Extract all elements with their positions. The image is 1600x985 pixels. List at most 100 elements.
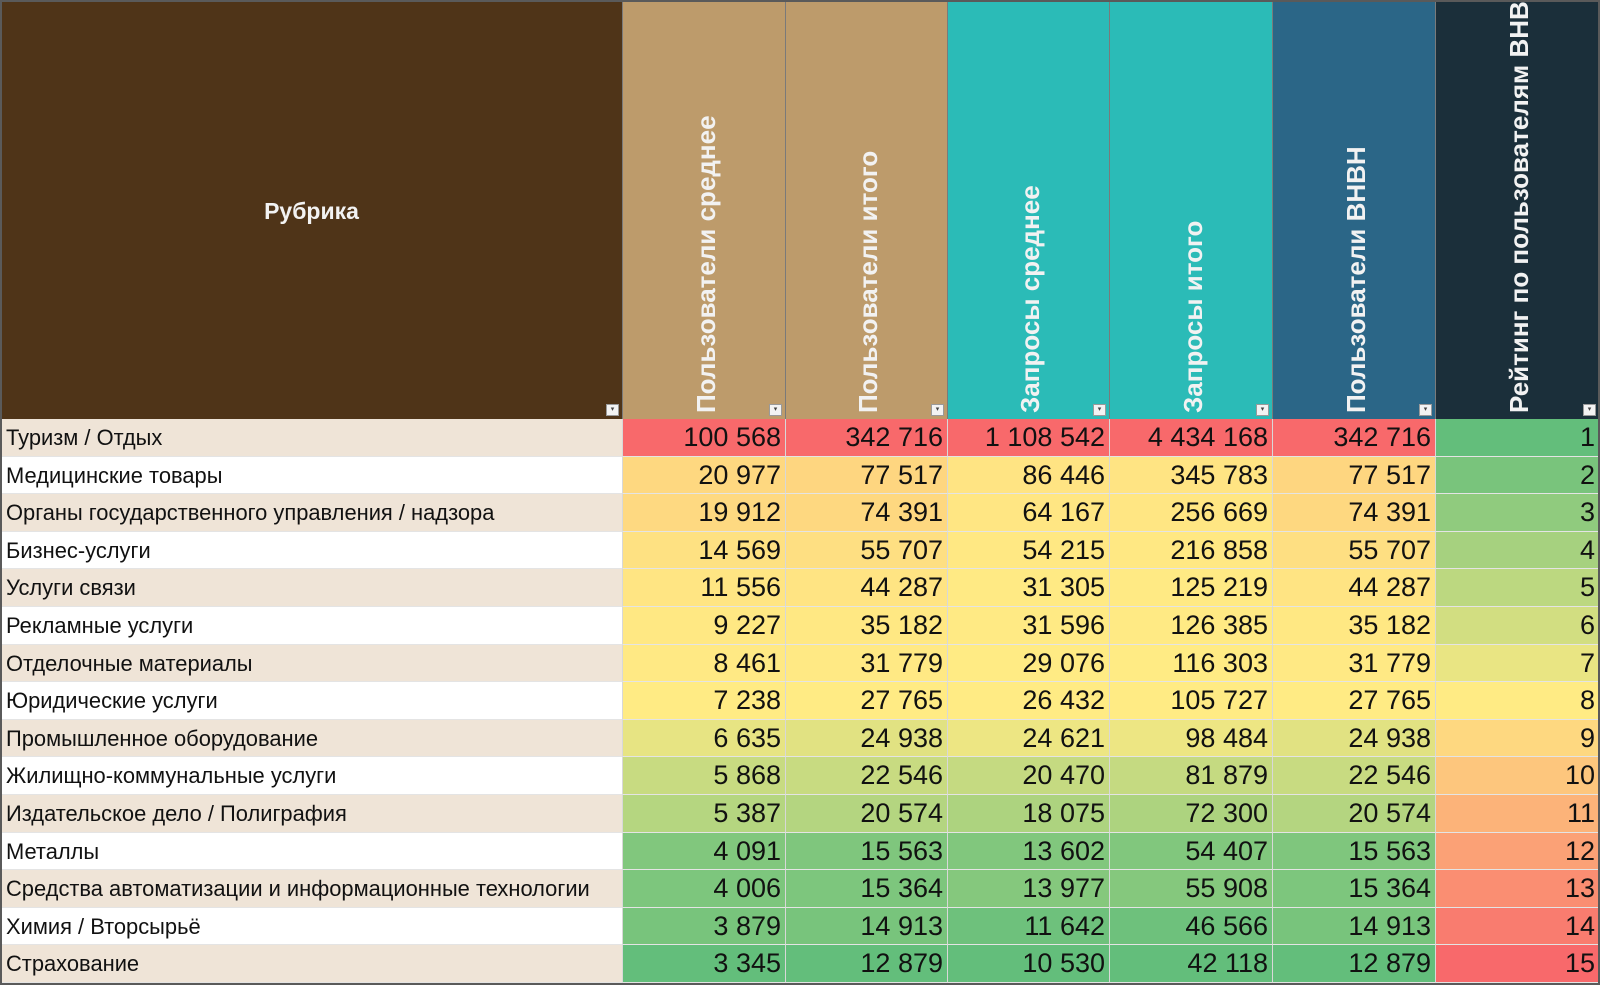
value-cell-users-avg[interactable]: 8 461 — [623, 644, 786, 683]
value-cell-queries-avg[interactable]: 18 075 — [948, 795, 1110, 833]
value-cell-users-bhbh[interactable]: 27 765 — [1273, 682, 1436, 720]
value-cell-users-avg[interactable]: 19 912 — [623, 494, 786, 532]
value-cell-users-total[interactable]: 35 182 — [786, 607, 948, 645]
rating-cell[interactable]: 4 — [1436, 531, 1600, 570]
value-cell-users-avg[interactable]: 7 238 — [623, 682, 786, 720]
value-cell-users-bhbh[interactable]: 14 913 — [1273, 907, 1436, 946]
table-row[interactable]: Металлы 4 091 15 563 13 602 54 407 15 563 12 — [0, 832, 1600, 871]
value-cell-queries-avg[interactable]: 86 446 — [948, 456, 1110, 495]
value-cell-users-avg[interactable]: 9 227 — [623, 607, 786, 645]
value-cell-users-total[interactable]: 55 707 — [786, 531, 948, 570]
table-row[interactable]: Средства автоматизации и информационные … — [0, 870, 1600, 908]
rating-cell[interactable]: 14 — [1436, 907, 1600, 946]
filter-dropdown-icon[interactable]: ▾ — [1419, 404, 1432, 416]
value-cell-users-bhbh[interactable]: 55 707 — [1273, 531, 1436, 570]
value-cell-users-total[interactable]: 22 546 — [786, 757, 948, 795]
value-cell-users-avg[interactable]: 20 977 — [623, 456, 786, 495]
value-cell-queries-avg[interactable]: 26 432 — [948, 682, 1110, 720]
value-cell-users-avg[interactable]: 4 091 — [623, 832, 786, 871]
value-cell-users-total[interactable]: 24 938 — [786, 719, 948, 758]
value-cell-users-total[interactable]: 20 574 — [786, 795, 948, 833]
rubric-cell[interactable]: Жилищно-коммунальные услуги — [0, 757, 623, 795]
table-row[interactable]: Промышленное оборудование 6 635 24 938 24 6… — [0, 719, 1600, 758]
value-cell-queries-total[interactable]: 55 908 — [1110, 870, 1273, 908]
value-cell-queries-total[interactable]: 81 879 — [1110, 757, 1273, 795]
filter-dropdown-icon[interactable]: ▾ — [1093, 404, 1106, 416]
value-cell-users-total[interactable]: 15 563 — [786, 832, 948, 871]
rubric-cell[interactable]: Медицинские товары — [0, 456, 623, 495]
rubric-cell[interactable]: Металлы — [0, 832, 623, 871]
table-row[interactable]: Туризм / Отдых 100 568 342 716 1 108 542 4 4… — [0, 419, 1600, 457]
value-cell-queries-avg[interactable]: 10 530 — [948, 945, 1110, 983]
table-row[interactable]: Рекламные услуги 9 227 35 182 31 596 126 385… — [0, 607, 1600, 645]
value-cell-queries-avg[interactable]: 31 596 — [948, 607, 1110, 645]
column-header-users_avg[interactable]: Пользователи среднее ▾ — [623, 0, 786, 419]
value-cell-queries-total[interactable]: 345 783 — [1110, 456, 1273, 495]
rating-cell[interactable]: 1 — [1436, 419, 1600, 457]
value-cell-queries-avg[interactable]: 1 108 542 — [948, 419, 1110, 457]
column-header-queries_avg[interactable]: Запросы среднее ▾ — [948, 0, 1110, 419]
value-cell-users-avg[interactable]: 3 879 — [623, 907, 786, 946]
value-cell-users-bhbh[interactable]: 35 182 — [1273, 607, 1436, 645]
table-row[interactable]: Химия / Вторсырьё 3 879 14 913 11 642 46 566… — [0, 907, 1600, 946]
rubric-cell[interactable]: Страхование — [0, 945, 623, 983]
value-cell-queries-avg[interactable]: 13 602 — [948, 832, 1110, 871]
value-cell-users-bhbh[interactable]: 15 563 — [1273, 832, 1436, 871]
value-cell-queries-avg[interactable]: 13 977 — [948, 870, 1110, 908]
table-row[interactable]: Жилищно-коммунальные услуги 5 868 22 546 20… — [0, 757, 1600, 795]
value-cell-users-total[interactable]: 31 779 — [786, 644, 948, 683]
value-cell-users-avg[interactable]: 3 345 — [623, 945, 786, 983]
rubric-cell[interactable]: Химия / Вторсырьё — [0, 907, 623, 946]
filter-dropdown-icon[interactable]: ▾ — [1583, 404, 1596, 416]
column-header-rubric[interactable]: Рубрика ▾ — [0, 0, 623, 419]
filter-dropdown-icon[interactable]: ▾ — [606, 404, 619, 416]
value-cell-queries-total[interactable]: 54 407 — [1110, 832, 1273, 871]
filter-dropdown-icon[interactable]: ▾ — [769, 404, 782, 416]
value-cell-users-avg[interactable]: 4 006 — [623, 870, 786, 908]
rating-cell[interactable]: 3 — [1436, 494, 1600, 532]
table-row[interactable]: Страхование 3 345 12 879 10 530 42 118 12 879… — [0, 945, 1600, 983]
value-cell-users-bhbh[interactable]: 15 364 — [1273, 870, 1436, 908]
table-row[interactable]: Юридические услуги 7 238 27 765 26 432 105 7… — [0, 682, 1600, 720]
value-cell-queries-avg[interactable]: 64 167 — [948, 494, 1110, 532]
table-row[interactable]: Медицинские товары 20 977 77 517 86 446 345 … — [0, 456, 1600, 495]
rating-cell[interactable]: 7 — [1436, 644, 1600, 683]
value-cell-users-total[interactable]: 74 391 — [786, 494, 948, 532]
table-row[interactable]: Бизнес-услуги 14 569 55 707 54 215 216 858 55… — [0, 531, 1600, 570]
table-row[interactable]: Органы государственного управления / над… — [0, 494, 1600, 532]
value-cell-queries-total[interactable]: 42 118 — [1110, 945, 1273, 983]
rubric-cell[interactable]: Юридические услуги — [0, 682, 623, 720]
value-cell-users-bhbh[interactable]: 20 574 — [1273, 795, 1436, 833]
value-cell-users-bhbh[interactable]: 24 938 — [1273, 719, 1436, 758]
value-cell-queries-avg[interactable]: 11 642 — [948, 907, 1110, 946]
value-cell-queries-total[interactable]: 125 219 — [1110, 569, 1273, 607]
value-cell-queries-avg[interactable]: 24 621 — [948, 719, 1110, 758]
value-cell-users-total[interactable]: 15 364 — [786, 870, 948, 908]
value-cell-users-bhbh[interactable]: 74 391 — [1273, 494, 1436, 532]
rating-cell[interactable]: 15 — [1436, 945, 1600, 983]
rating-cell[interactable]: 6 — [1436, 607, 1600, 645]
value-cell-queries-avg[interactable]: 31 305 — [948, 569, 1110, 607]
table-row[interactable]: Услуги связи 11 556 44 287 31 305 125 219 44 … — [0, 569, 1600, 607]
rubric-cell[interactable]: Услуги связи — [0, 569, 623, 607]
rubric-cell[interactable]: Отделочные материалы — [0, 644, 623, 683]
value-cell-users-avg[interactable]: 100 568 — [623, 419, 786, 457]
rating-cell[interactable]: 5 — [1436, 569, 1600, 607]
rating-cell[interactable]: 2 — [1436, 456, 1600, 495]
table-row[interactable]: Издательское дело / Полиграфия 5 387 20 57… — [0, 795, 1600, 833]
value-cell-queries-total[interactable]: 256 669 — [1110, 494, 1273, 532]
column-header-rating[interactable]: Рейтинг по пользователям BHBH ▾ — [1436, 0, 1600, 419]
value-cell-users-total[interactable]: 12 879 — [786, 945, 948, 983]
value-cell-queries-avg[interactable]: 54 215 — [948, 531, 1110, 570]
value-cell-users-bhbh[interactable]: 342 716 — [1273, 419, 1436, 457]
rubric-cell[interactable]: Издательское дело / Полиграфия — [0, 795, 623, 833]
value-cell-queries-avg[interactable]: 20 470 — [948, 757, 1110, 795]
value-cell-queries-total[interactable]: 4 434 168 — [1110, 419, 1273, 457]
value-cell-queries-total[interactable]: 105 727 — [1110, 682, 1273, 720]
value-cell-queries-total[interactable]: 126 385 — [1110, 607, 1273, 645]
value-cell-users-total[interactable]: 77 517 — [786, 456, 948, 495]
value-cell-queries-total[interactable]: 72 300 — [1110, 795, 1273, 833]
rubric-cell[interactable]: Туризм / Отдых — [0, 419, 623, 457]
rubric-cell[interactable]: Бизнес-услуги — [0, 531, 623, 570]
column-header-users_bhbh[interactable]: Пользователи BHBH ▾ — [1273, 0, 1436, 419]
